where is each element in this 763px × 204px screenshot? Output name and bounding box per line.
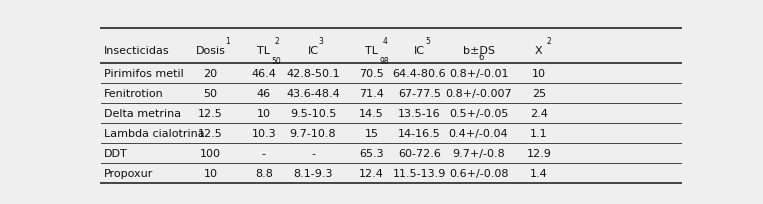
Text: 2: 2 [546, 37, 552, 45]
Text: 1.1: 1.1 [530, 129, 548, 139]
Text: Insecticidas: Insecticidas [105, 46, 170, 56]
Text: 1: 1 [226, 37, 230, 45]
Text: 10.3: 10.3 [252, 129, 276, 139]
Text: 9.5-10.5: 9.5-10.5 [290, 109, 336, 119]
Text: 12.5: 12.5 [198, 129, 223, 139]
Text: 25: 25 [532, 89, 546, 99]
Text: -: - [262, 149, 266, 159]
Text: 98: 98 [379, 57, 389, 66]
Text: X: X [535, 46, 542, 56]
Text: 0.6+/-0.08: 0.6+/-0.08 [449, 169, 508, 178]
Text: 13.5-16: 13.5-16 [398, 109, 441, 119]
Text: 12.4: 12.4 [359, 169, 384, 178]
Text: 70.5: 70.5 [359, 69, 384, 79]
Text: 8.1-9.3: 8.1-9.3 [293, 169, 333, 178]
Text: 0.8+/-0.007: 0.8+/-0.007 [446, 89, 512, 99]
Text: TL: TL [257, 46, 270, 56]
Text: 9.7+/-0.8: 9.7+/-0.8 [452, 149, 505, 159]
Text: 6: 6 [479, 52, 485, 61]
Text: 46: 46 [257, 89, 271, 99]
Text: 100: 100 [200, 149, 221, 159]
Text: 3: 3 [319, 37, 324, 45]
Text: 14-16.5: 14-16.5 [398, 129, 441, 139]
Text: 4: 4 [382, 37, 387, 45]
Text: 67-77.5: 67-77.5 [398, 89, 441, 99]
Text: 64.4-80.6: 64.4-80.6 [393, 69, 446, 79]
Text: 2: 2 [275, 37, 279, 45]
Text: 0.4+/-0.04: 0.4+/-0.04 [449, 129, 508, 139]
Text: 14.5: 14.5 [359, 109, 384, 119]
Text: 10: 10 [204, 169, 217, 178]
Text: 1.4: 1.4 [530, 169, 548, 178]
Text: Delta metrina: Delta metrina [105, 109, 182, 119]
Text: 20: 20 [204, 69, 217, 79]
Text: 15: 15 [365, 129, 378, 139]
Text: Lambda cialotrina: Lambda cialotrina [105, 129, 205, 139]
Text: 11.5-13.9: 11.5-13.9 [393, 169, 446, 178]
Text: IC: IC [414, 46, 425, 56]
Text: TL: TL [365, 46, 378, 56]
Text: Fenitrotion: Fenitrotion [105, 89, 164, 99]
Text: IC: IC [307, 46, 318, 56]
Text: 10: 10 [532, 69, 546, 79]
Text: 71.4: 71.4 [359, 89, 384, 99]
Text: 5: 5 [425, 37, 430, 45]
Text: 46.4: 46.4 [252, 69, 276, 79]
Text: 60-72.6: 60-72.6 [398, 149, 441, 159]
Text: 50: 50 [272, 57, 282, 66]
Text: 43.6-48.4: 43.6-48.4 [286, 89, 340, 99]
Text: 42.8-50.1: 42.8-50.1 [286, 69, 340, 79]
Text: -: - [311, 149, 315, 159]
Text: 0.5+/-0.05: 0.5+/-0.05 [449, 109, 508, 119]
Text: 12.5: 12.5 [198, 109, 223, 119]
Text: Pirimifos metil: Pirimifos metil [105, 69, 184, 79]
Text: 10: 10 [257, 109, 271, 119]
Text: b±DS: b±DS [462, 46, 494, 56]
Text: Propoxur: Propoxur [105, 169, 153, 178]
Text: 9.7-10.8: 9.7-10.8 [290, 129, 336, 139]
Text: Dosis: Dosis [196, 46, 226, 56]
Text: 8.8: 8.8 [255, 169, 273, 178]
Text: 12.9: 12.9 [526, 149, 552, 159]
Text: 65.3: 65.3 [359, 149, 384, 159]
Text: 0.8+/-0.01: 0.8+/-0.01 [449, 69, 508, 79]
Text: 2.4: 2.4 [530, 109, 548, 119]
Text: DDT: DDT [105, 149, 128, 159]
Text: 50: 50 [204, 89, 217, 99]
